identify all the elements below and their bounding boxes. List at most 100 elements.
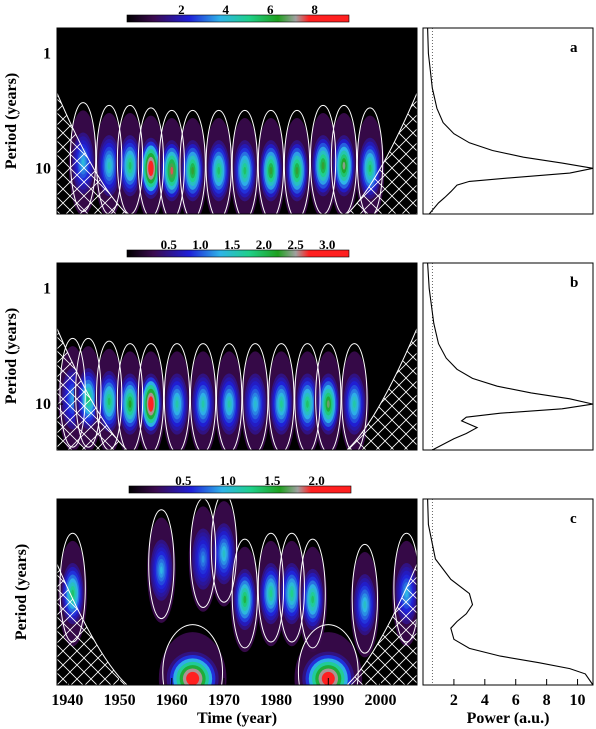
colorbar-ticks-b: 0.5 1.0 1.5 2.0 2.5 3.0 (161, 237, 336, 252)
power-axis-ticks: 2 4 6 8 10 (450, 679, 586, 709)
wavelet-peak-a-2 (94, 113, 124, 214)
colorbar-tick-c-4: 2.0 (308, 473, 324, 488)
panel-letter-c: c (570, 511, 577, 527)
time-tick-label-7: 2000 (364, 692, 396, 709)
contour-c-3 (189, 499, 217, 608)
wavelet-map-b (57, 263, 417, 450)
contour-b-4 (116, 343, 144, 450)
time-tick-label-2: 1950 (104, 692, 136, 709)
contour-a-9 (257, 109, 285, 214)
power-tick-label-3: 6 (512, 692, 520, 709)
contour-c-4 (210, 499, 238, 603)
colorbar-tick-b-6: 3.0 (319, 237, 335, 252)
wavelet-peak-a-4 (136, 115, 166, 214)
spectrum-line-c (427, 498, 594, 686)
wavelet-peak-a-5 (157, 118, 187, 214)
contour-a-10 (283, 109, 311, 214)
wavelet-peak-b-8 (214, 351, 244, 450)
colorbar-tick-c-1: 0.5 (175, 473, 192, 488)
panel-letter-b: b (570, 275, 578, 291)
time-axis-ticks: 1940 1950 1960 1970 1980 1990 2000 (51, 678, 396, 709)
ylabel-a: Period (years) (3, 73, 20, 169)
ylabel-b: Period (years) (3, 308, 20, 404)
colorbar-tick-b-4: 2.0 (256, 237, 272, 252)
ylabel-c: Period (years) (13, 544, 30, 640)
ytick-label-b-2: 10 (35, 396, 51, 413)
time-axis-label: Time (year) (197, 710, 277, 727)
wavelet-map-c (57, 499, 417, 685)
plot-frame-a (56, 27, 418, 215)
contour-a-4 (137, 107, 165, 214)
wavelet-peak-c-6 (256, 540, 286, 647)
wavelet-peak-c-2 (147, 517, 176, 623)
power-tick-label-2: 4 (481, 692, 489, 709)
contour-c-9 (351, 543, 378, 654)
time-tick-label-1: 1940 (51, 692, 83, 709)
wavelet-peak-a-3 (115, 113, 145, 214)
wavelet-peak-a-6 (178, 118, 207, 214)
contour-b-5 (137, 343, 165, 450)
time-tick-label-5: 1980 (260, 692, 292, 709)
contour-b-12 (315, 343, 342, 450)
wavelet-peak-a-11 (308, 113, 338, 214)
colorbar-tick-a-3: 6 (267, 2, 274, 17)
power-tick-label-5: 10 (570, 692, 586, 709)
yticks-a: 1 10 (35, 45, 63, 177)
colorbar-tick-b-3: 1.5 (224, 237, 241, 252)
power-axis-label: Power (a.u.) (467, 710, 550, 727)
ytick-label-a-1: 1 (43, 45, 51, 62)
wavelet-peak-b-13 (340, 351, 369, 450)
wavelet-peak-b-3 (94, 348, 124, 450)
wavelet-peak-c-12 (294, 632, 363, 685)
colorbar-tick-b-5: 2.5 (287, 237, 304, 252)
contour-c-2 (148, 509, 175, 620)
contour-c-6 (257, 532, 285, 643)
contour-a-3 (116, 104, 144, 214)
contour-c-11 (162, 624, 224, 685)
contour-a-5 (158, 109, 185, 214)
contour-c-8 (299, 538, 326, 649)
wavelet-peak-a-8 (230, 118, 260, 214)
colorbar-c (128, 485, 352, 494)
panel-letter-a: a (570, 40, 578, 56)
wavelet-peak-c-5 (230, 546, 260, 653)
colorbar-tick-c-2: 1.0 (220, 473, 236, 488)
spectrum-line-a (427, 27, 594, 215)
contour-a-7 (205, 109, 232, 214)
plot-frame-b (56, 262, 418, 451)
wavelet-peak-b-10 (267, 351, 296, 450)
colorbar-ticks-c: 0.5 1.0 1.5 2.0 (175, 473, 324, 488)
panel-c: 0.5 1.0 1.5 2.0 Period (years) c (13, 473, 594, 686)
wavelet-peak-c-4 (209, 501, 239, 607)
colorbar-a (126, 14, 350, 23)
wavelet-peak-a-7 (204, 118, 234, 214)
wavelet-map-a (57, 28, 417, 214)
spectrum-line-b (427, 262, 594, 451)
wavelet-peak-b-5 (136, 351, 166, 450)
power-tick-label-4: 8 (543, 692, 551, 709)
wavelet-peak-b-6 (162, 351, 192, 450)
colorbar-tick-b-2: 1.0 (192, 237, 208, 252)
contour-a-11 (309, 104, 337, 214)
panel-b: 0.5 1.0 1.5 2.0 2.5 3.0 Period (years) 1 10 b (3, 237, 594, 451)
wavelet-peak-c-3 (188, 506, 218, 612)
contour-a-12 (330, 104, 358, 214)
contour-b-6 (163, 343, 191, 450)
contour-c-7 (278, 532, 305, 643)
wavelet-peak-b-9 (240, 351, 270, 450)
colorbar-tick-b-1: 0.5 (161, 237, 178, 252)
yticks-b: 1 10 (35, 281, 63, 413)
colorbar-ticks-a: 2 4 6 8 (178, 2, 318, 17)
time-tick-label-6: 1990 (312, 692, 344, 709)
wavelet-peak-b-7 (188, 351, 218, 450)
contour-a-13 (356, 107, 384, 214)
wavelet-peak-a-9 (256, 118, 286, 214)
wavelet-peak-c-8 (298, 546, 327, 653)
colorbar-tick-a-1: 2 (178, 2, 185, 17)
contour-b-8 (216, 343, 243, 450)
wavelet-peak-a-12 (329, 113, 359, 214)
contour-a-8 (231, 109, 258, 214)
spectrum-frame-a (422, 27, 594, 215)
panel-a: 2 4 6 8 Period (years) 1 10 a (3, 2, 594, 215)
time-tick-label-4: 1970 (208, 692, 240, 709)
